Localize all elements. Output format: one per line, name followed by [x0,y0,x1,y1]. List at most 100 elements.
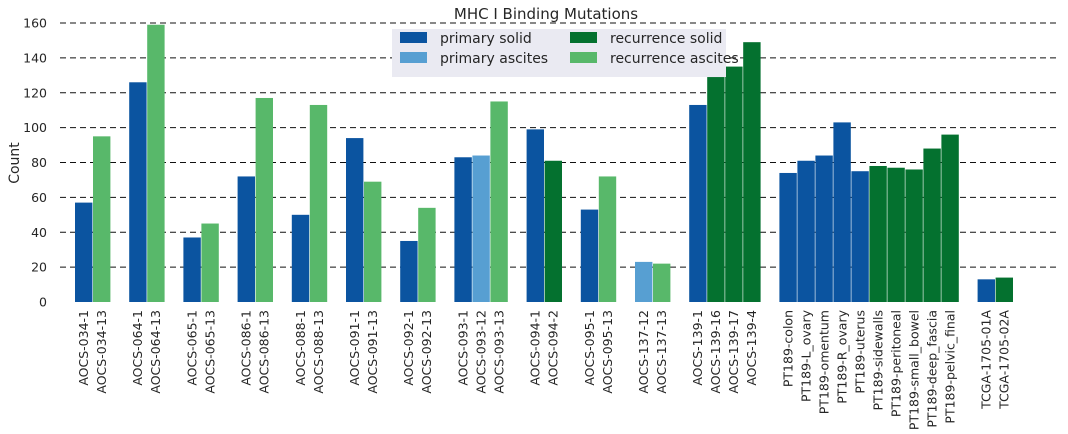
bar [635,261,653,302]
legend-swatch [400,32,427,43]
bar [75,202,93,302]
x-tick-label: PT189-sidewalls [870,310,885,411]
bar [923,148,941,302]
x-tick-label: AOCS-034-1 [76,310,91,386]
y-tick-label: 40 [31,225,47,240]
bar [309,104,328,302]
x-tick-label: AOCS-093-1 [455,310,470,386]
x-tick-label: AOCS-091-1 [347,310,362,386]
x-tick-label: AOCS-065-1 [184,310,199,386]
y-tick-label: 20 [31,260,47,275]
y-axis-label: Count [7,142,23,184]
legend-background [392,29,726,77]
legend-label: primary ascites [440,51,548,67]
legend-swatch [570,32,597,43]
bar [725,66,743,302]
x-tick-label: PT189-deep_fascia [924,310,939,428]
y-tick-label: 100 [23,120,47,135]
y-tick-label: 80 [31,155,47,170]
legend: primary solid primary ascites recurrence s… [392,29,739,77]
bar [291,214,310,302]
x-tick-label: TCGA-1705-02A [997,310,1012,410]
x-tick-label: AOCS-095-1 [582,310,597,386]
bar [526,129,544,302]
x-tick-label: AOCS-092-1 [401,310,416,386]
bars [75,24,1013,303]
bar [454,157,472,302]
x-tick-label: PT189-uterus [852,310,867,394]
legend-label: recurrence solid [610,31,722,47]
bar [93,136,111,302]
x-tick-label: AOCS-094-1 [528,310,543,386]
y-tick-label: 140 [23,50,47,65]
bar [418,207,436,302]
bar [995,277,1013,302]
bar [941,134,959,302]
x-tick-label: AOCS-086-13 [257,310,272,394]
x-tick-label: PT189-R_ovary [834,309,849,403]
x-tick-label: TCGA-1705-01A [979,310,994,410]
y-tick-label: 120 [23,85,47,100]
bar [977,279,995,302]
x-tick-label: AOCS-095-13 [600,310,615,394]
bar [887,167,905,302]
x-tick-label: AOCS-086-1 [239,310,254,386]
x-tick-label: AOCS-065-13 [202,310,217,394]
x-tick-label: AOCS-093-12 [473,310,488,394]
bar [400,240,418,302]
chart-title: MHC I Binding Mutations [454,5,638,23]
y-tick-label: 0 [39,295,47,310]
y-tick-labels: 0 20 40 60 80 100 120 140 160 [23,16,47,310]
y-tick-label: 160 [23,16,47,31]
x-tick-label: PT189-peritoneal [888,310,903,417]
bar [598,176,617,302]
x-tick-label: AOCS-137-12 [636,310,651,394]
bar [490,101,508,302]
y-tick-label: 60 [31,190,47,205]
bar [544,160,562,302]
bar [797,160,815,302]
bar [580,209,599,302]
bar [201,223,219,302]
bar [689,104,707,302]
bar [255,97,273,302]
x-tick-label: AOCS-139-4 [744,310,759,386]
bar [779,172,797,302]
x-tick-label: AOCS-139-17 [726,310,741,394]
x-tick-labels: AOCS-034-1 AOCS-034-13 AOCS-064-1 AOCS-064-… [76,309,1012,430]
x-tick-label: AOCS-094-2 [546,310,561,386]
bar [815,155,833,302]
legend-label: primary solid [440,31,532,47]
x-tick-label: AOCS-092-13 [419,310,434,394]
bar [472,155,490,302]
x-tick-label: PT189-L_ovary [798,309,813,402]
bar [851,171,869,302]
bar [743,42,761,303]
bar [905,169,923,302]
x-tick-label: PT189-small_bowel [906,310,921,430]
legend-label: recurrence ascites [610,51,739,67]
legend-swatch [400,52,427,63]
x-tick-label: AOCS-088-13 [311,310,326,394]
x-tick-label: AOCS-139-1 [690,310,705,386]
x-tick-label: AOCS-091-13 [365,310,380,394]
x-tick-label: AOCS-034-13 [94,310,109,394]
bar [237,176,255,302]
x-tick-label: AOCS-093-13 [491,310,506,394]
bar [147,24,165,303]
bar [653,263,671,302]
bar [364,181,382,302]
x-tick-label: AOCS-088-1 [293,310,308,386]
x-tick-label: AOCS-064-1 [130,310,145,386]
legend-swatch [570,52,597,63]
bar [707,77,725,303]
bar [129,82,147,302]
bar [869,165,887,302]
x-tick-label: AOCS-137-13 [654,310,669,394]
x-tick-label: AOCS-139-16 [708,310,723,394]
x-tick-label: PT189-omentum [816,310,831,414]
x-tick-label: PT189-colon [780,310,795,387]
x-tick-label: AOCS-064-13 [148,310,163,394]
bar [833,122,851,302]
